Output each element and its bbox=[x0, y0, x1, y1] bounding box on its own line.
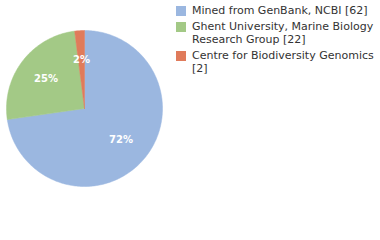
svg-text:25%: 25% bbox=[34, 73, 58, 84]
svg-text:72%: 72% bbox=[109, 134, 133, 145]
html-text:Ghent University, Marine Biolo: Ghent University, Marine Biology Researc… bbox=[192, 20, 374, 46]
svg-text:2%: 2% bbox=[73, 54, 90, 65]
html-text:Centre for Biodiversity Genomi: Centre for Biodiversity Genomics [2] bbox=[192, 49, 374, 75]
html-text:Mined from GenBank, NCBI [62]: Mined from GenBank, NCBI [62] bbox=[192, 4, 368, 17]
